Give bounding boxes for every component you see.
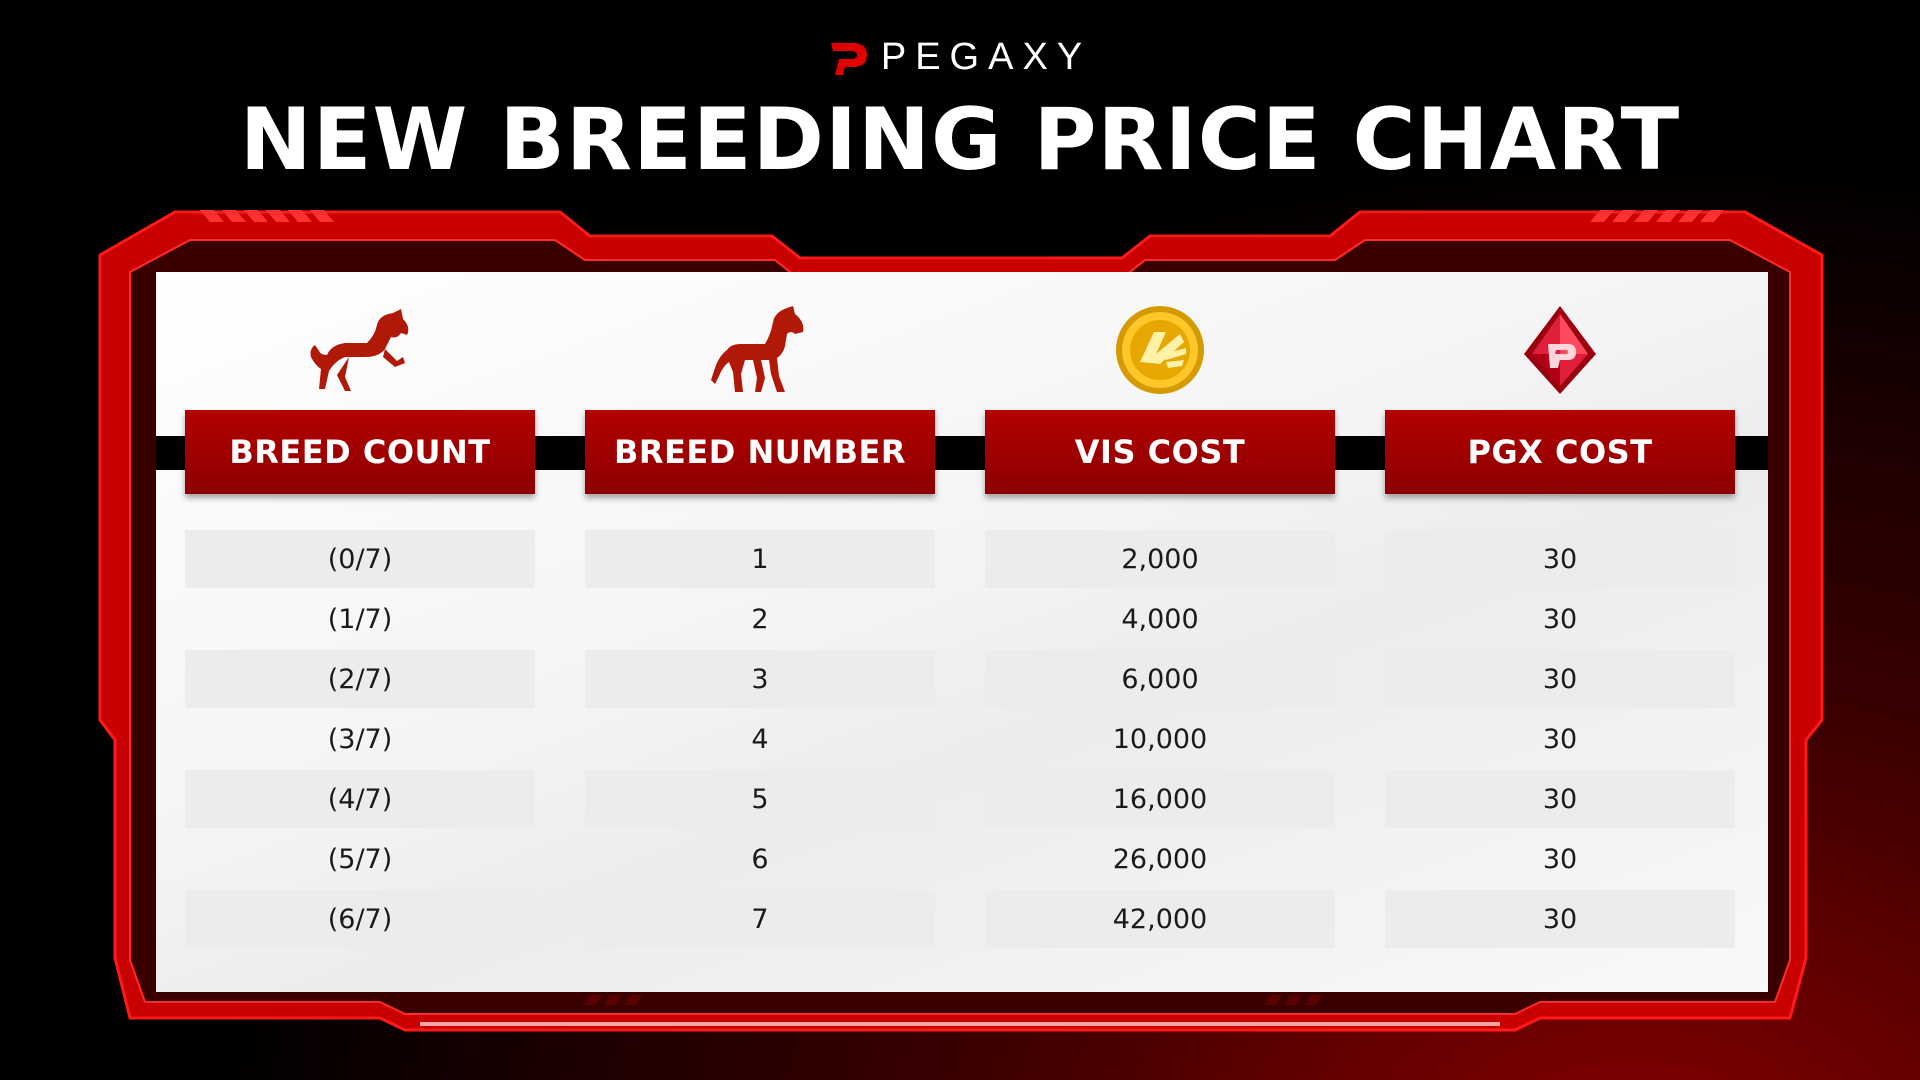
table-cell: 30	[1385, 530, 1735, 588]
table-cell: 30	[1385, 890, 1735, 948]
rearing-horse-icon	[185, 300, 535, 400]
table-cell: 30	[1385, 770, 1735, 828]
table-cell: 4	[751, 723, 769, 755]
table-cell: 2,000	[985, 530, 1335, 588]
table-cell: 26,000	[1112, 843, 1208, 875]
table-cell: 30	[1542, 843, 1578, 875]
vis-coin-icon	[985, 300, 1335, 400]
standing-horse-icon	[585, 300, 935, 400]
table-cell: 16,000	[985, 770, 1335, 828]
table-cell: 6,000	[985, 650, 1335, 708]
table-cell: (6/7)	[185, 890, 535, 948]
hatch-right	[1590, 210, 1724, 222]
table-cell: (1/7)	[327, 603, 393, 635]
table-panel	[156, 272, 1768, 992]
table-cell: (2/7)	[185, 650, 535, 708]
table-cell: (0/7)	[185, 530, 535, 588]
hatch-left	[200, 210, 334, 222]
table-cell: 10,000	[1112, 723, 1208, 755]
brand: PEGAXY	[0, 36, 1920, 79]
table-cell: 3	[585, 650, 935, 708]
table-cell: 30	[1542, 723, 1578, 755]
table-cell: 1	[585, 530, 935, 588]
header-vis-cost: VIS COST	[985, 410, 1335, 494]
table-cell: (3/7)	[327, 723, 393, 755]
table-cell: 42,000	[985, 890, 1335, 948]
table-cell: 30	[1542, 603, 1578, 635]
table-cell: 30	[1385, 650, 1735, 708]
header-breed-number: BREED NUMBER	[585, 410, 935, 494]
table-cell: 6	[751, 843, 769, 875]
table-cell: 2	[751, 603, 769, 635]
brand-name: PEGAXY	[880, 36, 1092, 78]
table-cell: 5	[585, 770, 935, 828]
table-cell: (5/7)	[327, 843, 393, 875]
table-cell: 7	[585, 890, 935, 948]
table-cell: (4/7)	[185, 770, 535, 828]
pegaxy-logo-icon	[830, 42, 867, 75]
header-breed-count: BREED COUNT	[185, 410, 535, 494]
pgx-gem-icon	[1385, 300, 1735, 400]
page-title: NEW BREEDING PRICE CHART	[239, 90, 1681, 190]
table-cell: 4,000	[1121, 603, 1199, 635]
header-pgx-cost: PGX COST	[1385, 410, 1735, 494]
